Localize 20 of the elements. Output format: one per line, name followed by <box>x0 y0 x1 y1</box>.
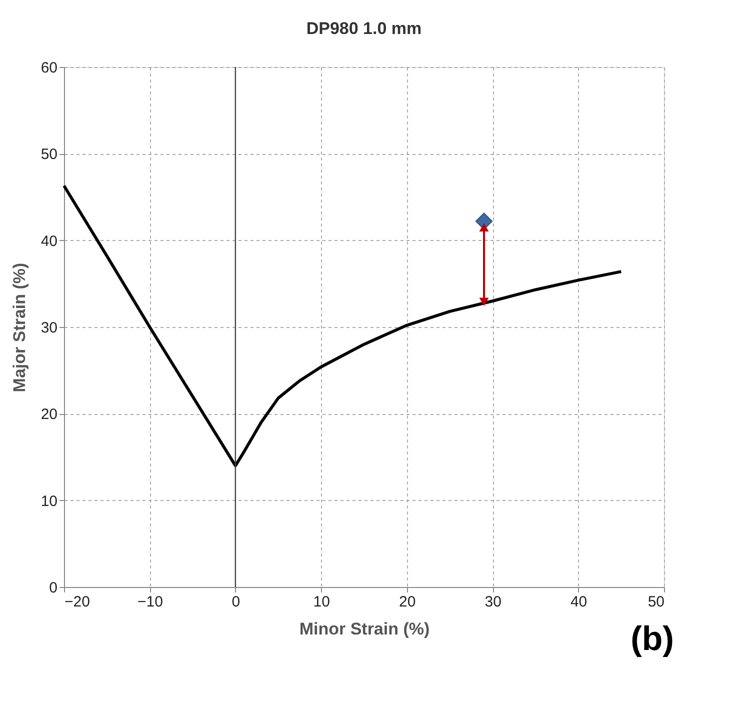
line-series <box>62 184 623 468</box>
y-tick-label: 20 <box>40 406 58 424</box>
x-tick-label: 10 <box>313 594 330 610</box>
y-tick-label: 40 <box>40 232 58 250</box>
x-tick-label: −10 <box>137 594 163 610</box>
y-axis-title: Major Strain (%) <box>10 262 29 392</box>
y-tick-label: 50 <box>40 146 58 164</box>
x-axis-title: Minor Strain (%) <box>299 620 430 638</box>
x-tick-label: 40 <box>570 594 588 610</box>
x-tick-label: 0 <box>232 594 240 610</box>
y-tick-label: 30 <box>40 320 58 336</box>
x-tick-label: 30 <box>484 594 502 610</box>
y-tick-label: 10 <box>40 492 58 510</box>
x-tick-label: 20 <box>399 594 416 610</box>
x-tick-label: 50 <box>648 594 664 610</box>
y-tick-label: 0 <box>49 580 58 596</box>
x-tick-label: −20 <box>64 594 90 610</box>
y-tick-label: 60 <box>40 60 58 76</box>
chart-title: DP980 1.0 mm <box>306 19 422 38</box>
text: (b) <box>630 620 674 658</box>
